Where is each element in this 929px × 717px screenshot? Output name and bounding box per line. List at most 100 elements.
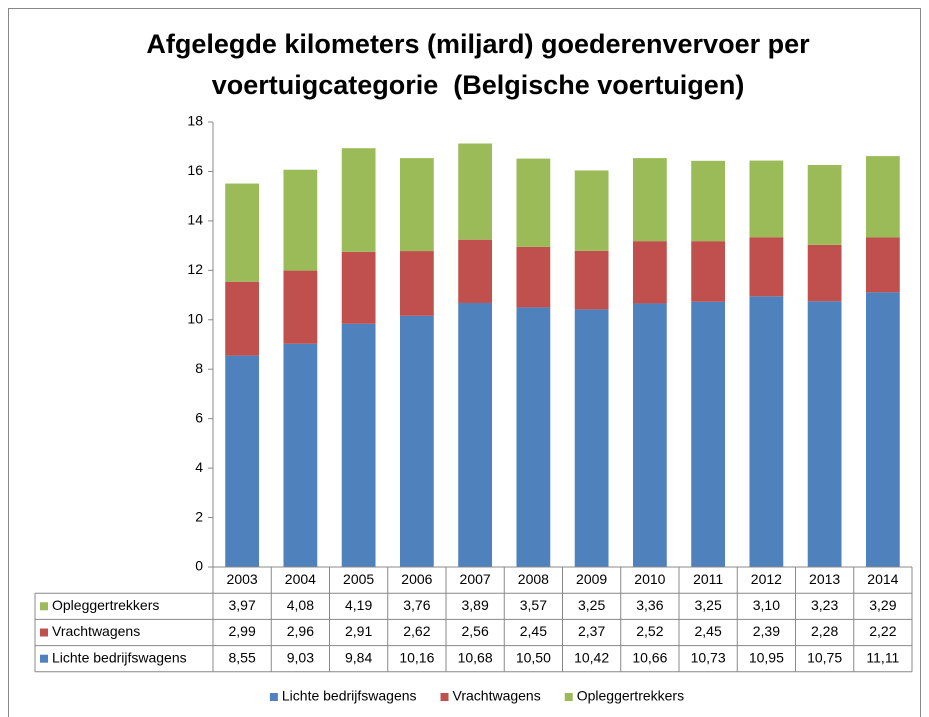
y-tick-label: 0 <box>195 558 203 574</box>
table-cell: 10,73 <box>691 649 726 665</box>
table-cell: 3,76 <box>403 597 430 613</box>
table-cell: 8,55 <box>229 649 256 665</box>
x-tick-label: 2008 <box>518 571 549 587</box>
table-cell: 9,84 <box>345 649 372 665</box>
table-cell: 2,28 <box>811 623 838 639</box>
table-row-label: Lichte bedrijfswagens <box>52 649 187 665</box>
table-cell: 2,91 <box>345 623 372 639</box>
table-cell: 10,75 <box>807 649 842 665</box>
table-cell: 10,68 <box>458 649 493 665</box>
table-cell: 3,89 <box>462 597 489 613</box>
x-tick-label: 2014 <box>867 571 898 587</box>
bar-segment <box>341 251 376 324</box>
bar-segment <box>516 158 551 247</box>
bar-segment <box>516 307 551 567</box>
bar-segment <box>691 160 726 242</box>
bar-segment <box>691 241 726 302</box>
chart-title: Afgelegde kilometers (miljard) goederenv… <box>146 29 810 59</box>
table-cell: 10,42 <box>574 649 609 665</box>
bar-segment <box>283 343 318 567</box>
x-tick-label: 2009 <box>576 571 607 587</box>
table-cell: 3,57 <box>520 597 547 613</box>
table-cell: 10,50 <box>516 649 551 665</box>
table-legend-key <box>40 602 48 611</box>
table-legend-key <box>40 628 48 637</box>
table-cell: 2,96 <box>287 623 314 639</box>
x-tick-label: 2012 <box>751 571 782 587</box>
bar-segment <box>574 170 609 251</box>
x-tick-label: 2003 <box>227 571 258 587</box>
bar-segment <box>749 296 784 567</box>
bar-segment <box>574 250 609 310</box>
x-tick-label: 2013 <box>809 571 840 587</box>
y-tick-label: 10 <box>187 310 203 326</box>
table-cell: 2,45 <box>695 623 722 639</box>
y-tick-label: 8 <box>195 360 203 376</box>
x-tick-label: 2006 <box>401 571 432 587</box>
table-cell: 2,39 <box>753 623 780 639</box>
table-cell: 3,10 <box>753 597 780 613</box>
bar-segment <box>632 303 667 567</box>
bar-segment <box>225 281 260 356</box>
y-tick-label: 18 <box>187 113 203 129</box>
bar-segment <box>807 165 842 245</box>
bar-segment <box>341 148 376 252</box>
table-cell: 4,08 <box>287 597 314 613</box>
bar-segment <box>341 323 376 567</box>
table-legend-key <box>40 654 48 663</box>
bar-segment <box>225 183 260 282</box>
y-tick-label: 6 <box>195 409 203 425</box>
table-cell: 10,95 <box>749 649 784 665</box>
bar-segment <box>399 315 434 567</box>
legend-label: Opleggertrekkers <box>577 688 684 704</box>
table-cell: 10,66 <box>632 649 667 665</box>
x-tick-label: 2010 <box>634 571 665 587</box>
y-tick-label: 4 <box>195 459 203 475</box>
table-cell: 2,99 <box>229 623 256 639</box>
bar-segment <box>865 156 900 238</box>
y-tick-label: 14 <box>187 212 203 228</box>
bar-segment <box>283 270 318 344</box>
bar-segment <box>807 301 842 567</box>
bar-segment <box>399 251 434 316</box>
bar-segment <box>225 355 260 567</box>
table-row-label: Vrachtwagens <box>52 623 140 639</box>
y-tick-label: 2 <box>195 508 203 524</box>
bar-segment <box>458 143 493 240</box>
bar-segment <box>574 309 609 567</box>
table-cell: 9,03 <box>287 649 314 665</box>
x-tick-label: 2007 <box>460 571 491 587</box>
bar-segment <box>516 246 551 308</box>
bar-segment <box>632 158 667 242</box>
legend-key <box>440 693 449 701</box>
bar-segment <box>691 301 726 567</box>
bar-segment <box>749 237 784 297</box>
table-row-label: Opleggertrekkers <box>52 597 159 613</box>
bar-segment <box>283 169 318 271</box>
bar-segment <box>865 292 900 567</box>
x-tick-label: 2004 <box>285 571 316 587</box>
table-cell: 2,62 <box>403 623 430 639</box>
table-cell: 2,37 <box>578 623 605 639</box>
table-cell: 2,45 <box>520 623 547 639</box>
bar-segment <box>865 237 900 293</box>
bar-segment <box>749 160 784 238</box>
table-cell: 3,25 <box>695 597 722 613</box>
table-cell: 10,16 <box>399 649 434 665</box>
table-cell: 4,19 <box>345 597 372 613</box>
chart-title: voertuigcategorie (Belgische voertuigen) <box>212 70 745 100</box>
y-tick-label: 16 <box>187 162 203 178</box>
legend-key <box>269 693 278 701</box>
table-cell: 3,25 <box>578 597 605 613</box>
table-cell: 2,22 <box>869 623 896 639</box>
legend-key <box>564 693 573 701</box>
bar-segment <box>399 158 434 252</box>
table-cell: 3,36 <box>636 597 663 613</box>
y-tick-label: 12 <box>187 261 203 277</box>
x-tick-label: 2011 <box>693 571 723 587</box>
bar-segment <box>458 302 493 567</box>
table-cell: 2,52 <box>636 623 663 639</box>
table-cell: 2,56 <box>462 623 489 639</box>
bar-segment <box>807 244 842 302</box>
